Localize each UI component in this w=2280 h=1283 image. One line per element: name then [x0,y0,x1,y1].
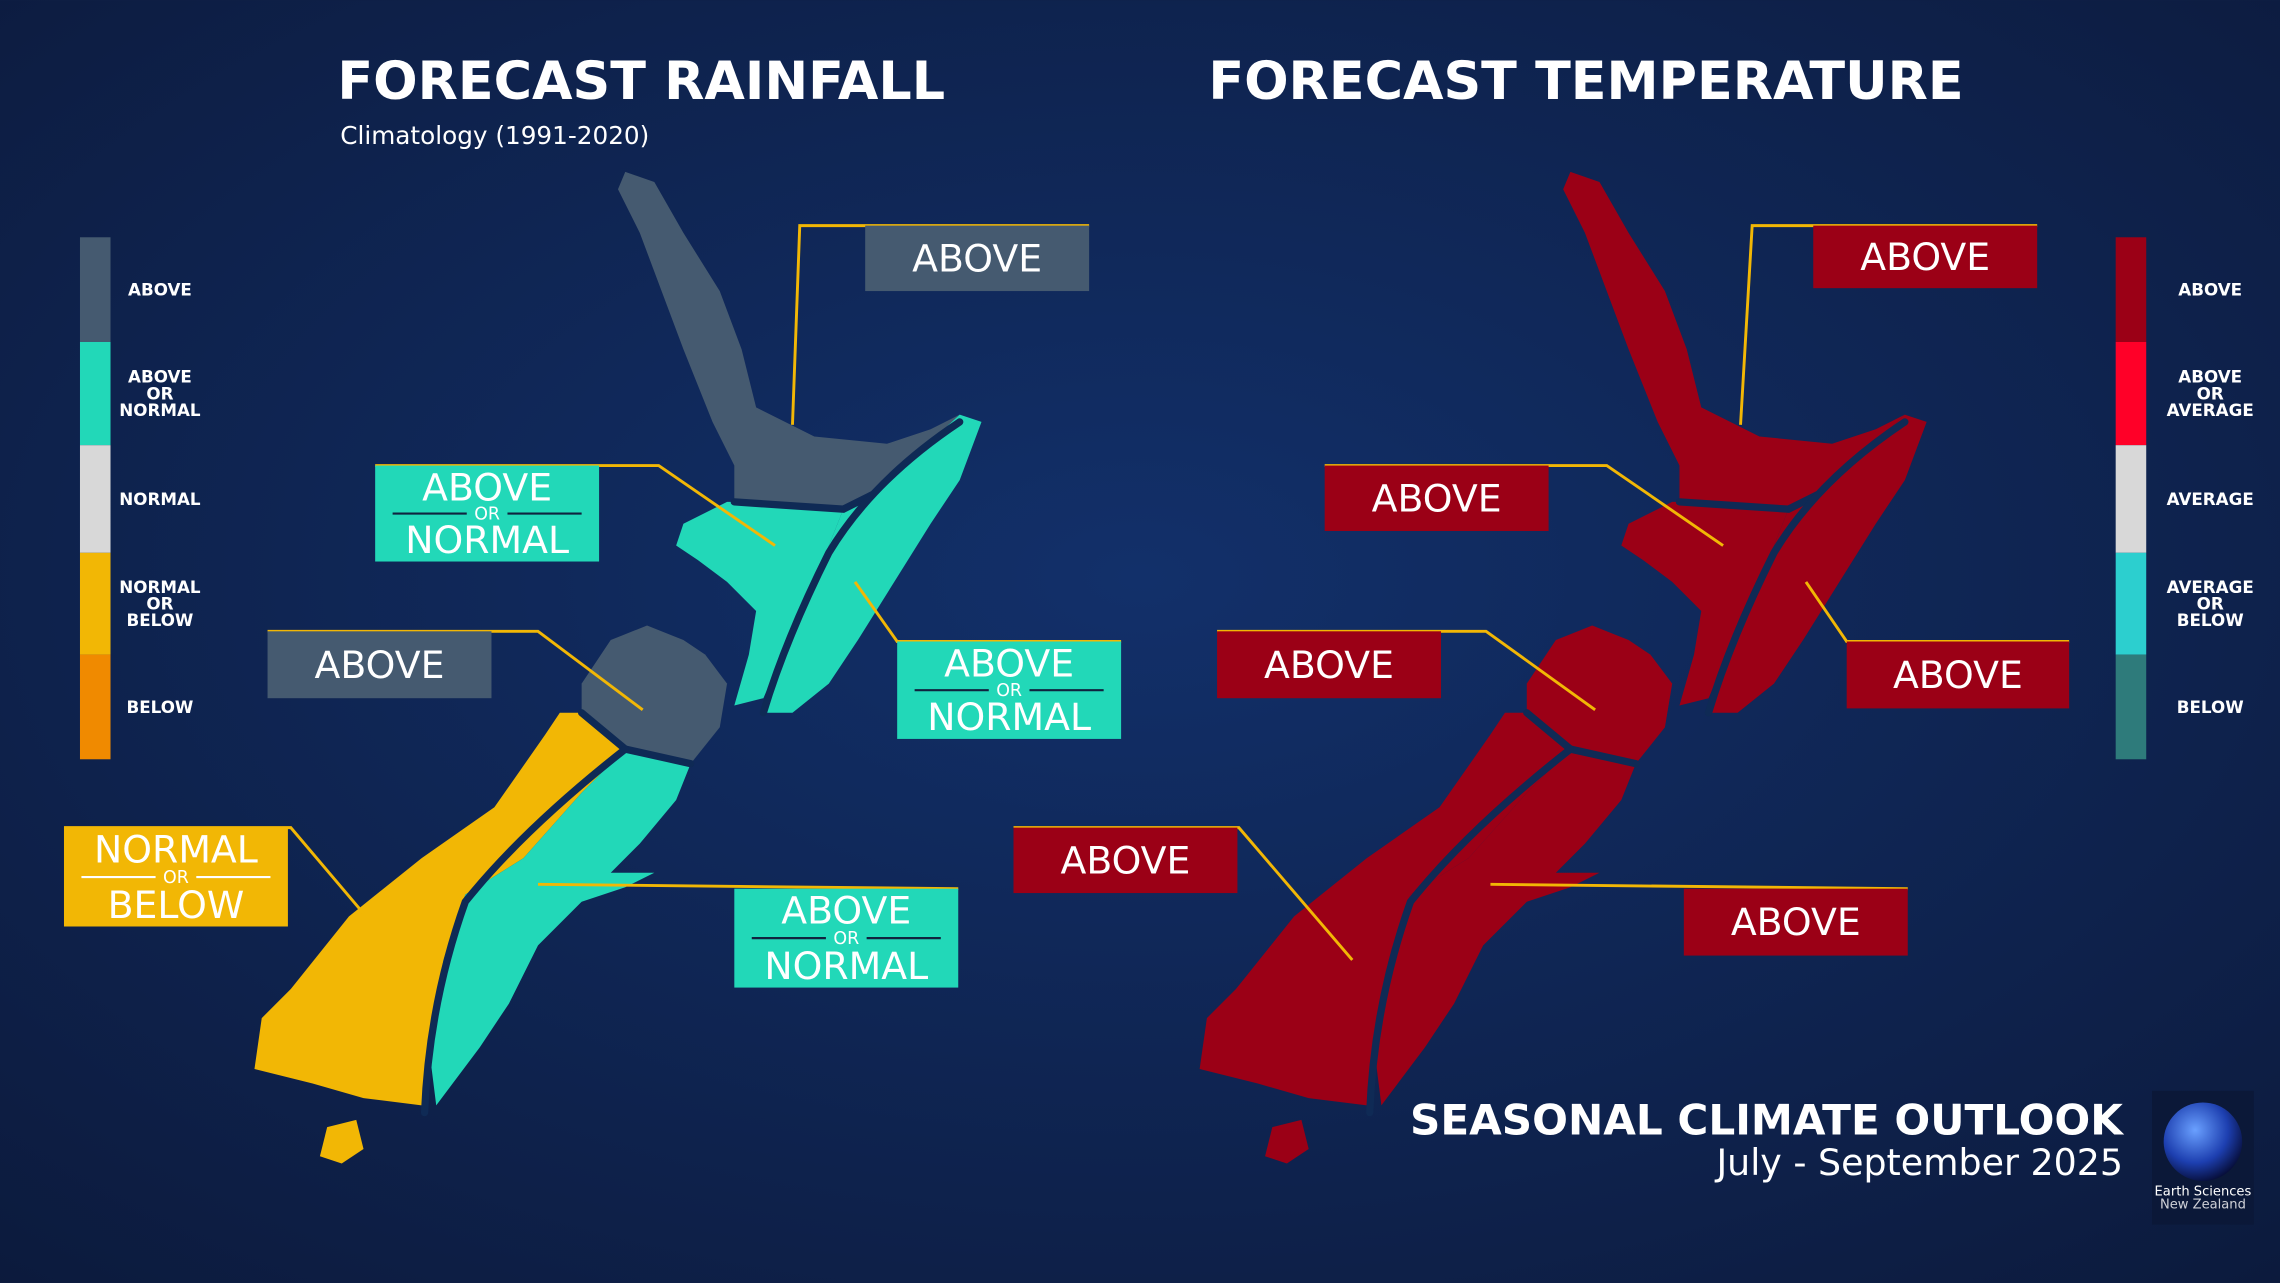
temperature-title: FORECAST TEMPERATURE [1208,51,1963,112]
region-label: OR [163,868,189,888]
region-label: OR [474,504,500,524]
leader-line [1490,882,1908,891]
footer: SEASONAL CLIMATE OUTLOOK July - Septembe… [1410,1090,2254,1225]
label-box [1217,631,1441,699]
label-box [865,225,1090,292]
label-box [1683,888,1908,956]
legend-swatch [2115,445,2147,553]
legend-label: BELOW [127,697,194,717]
region-label: ABOVE [1731,900,1861,944]
legend-swatch [2115,552,2147,655]
logo-text: Earth Sciences [2155,1185,2252,1200]
label-box [1846,641,2070,709]
region-label: ABOVE [1060,838,1190,882]
region-label: ABOVE [944,641,1074,685]
legend-swatch [2115,341,2147,446]
region-label: ABOVE [1893,653,2023,697]
region-label: OR [996,681,1022,701]
region-label: NORMAL [405,518,569,562]
legend-swatch [2115,237,2147,342]
footer-title: SEASONAL CLIMATE OUTLOOK [1410,1095,2124,1144]
legend-label: OR [146,383,173,403]
legend-label: NORMAL [119,400,201,420]
label-box [1013,827,1238,894]
region-label: ABOVE [781,889,911,933]
legend-swatch [79,552,111,655]
region-label: BELOW [108,883,245,927]
legend-swatch [2115,654,2147,760]
legend-label: BELOW [2177,610,2244,630]
legend-label: BELOW [127,610,194,630]
legend-label: AVERAGE [2167,577,2254,597]
region-label: NORMAL [927,695,1091,739]
region-label: ABOVE [422,465,552,509]
legend-label: ABOVE [2178,367,2242,387]
legend-swatch [79,654,111,760]
legend-label: BELOW [2177,697,2244,717]
region-label: ABOVE [1264,643,1394,687]
legend-swatch [79,445,111,553]
label-box [267,631,492,699]
logo-globe [2163,1102,2243,1181]
legend-label: OR [2197,383,2224,403]
region-label: NORMAL [94,828,258,872]
region-label: ABOVE [912,236,1042,280]
legend-label: NORMAL [119,489,201,509]
label-box [1813,225,2038,289]
leader-line [537,882,959,891]
legend-label: ABOVE [2178,279,2242,299]
region-label: ABOVE [315,643,445,687]
region-label: OR [833,929,859,949]
legend-label: OR [2197,594,2224,614]
legend-swatch [79,341,111,446]
footer-period: July - September 2025 [1714,1141,2123,1184]
region-label: ABOVE [1372,476,1502,520]
legend-label: ABOVE [128,367,192,387]
label-box [1324,465,1549,531]
rainfall-title: FORECAST RAINFALL [337,51,945,112]
region-label: ABOVE [1860,235,1990,279]
logo-text: New Zealand [2160,1198,2246,1213]
legend-swatch [79,237,111,342]
legend-label: OR [146,594,173,614]
rainfall-subtitle: Climatology (1991-2020) [340,121,649,150]
legend-label: AVERAGE [2167,400,2254,420]
legend-label: NORMAL [119,577,201,597]
region-label: NORMAL [764,944,928,988]
legend-label: ABOVE [128,279,192,299]
legend-label: AVERAGE [2167,489,2254,509]
